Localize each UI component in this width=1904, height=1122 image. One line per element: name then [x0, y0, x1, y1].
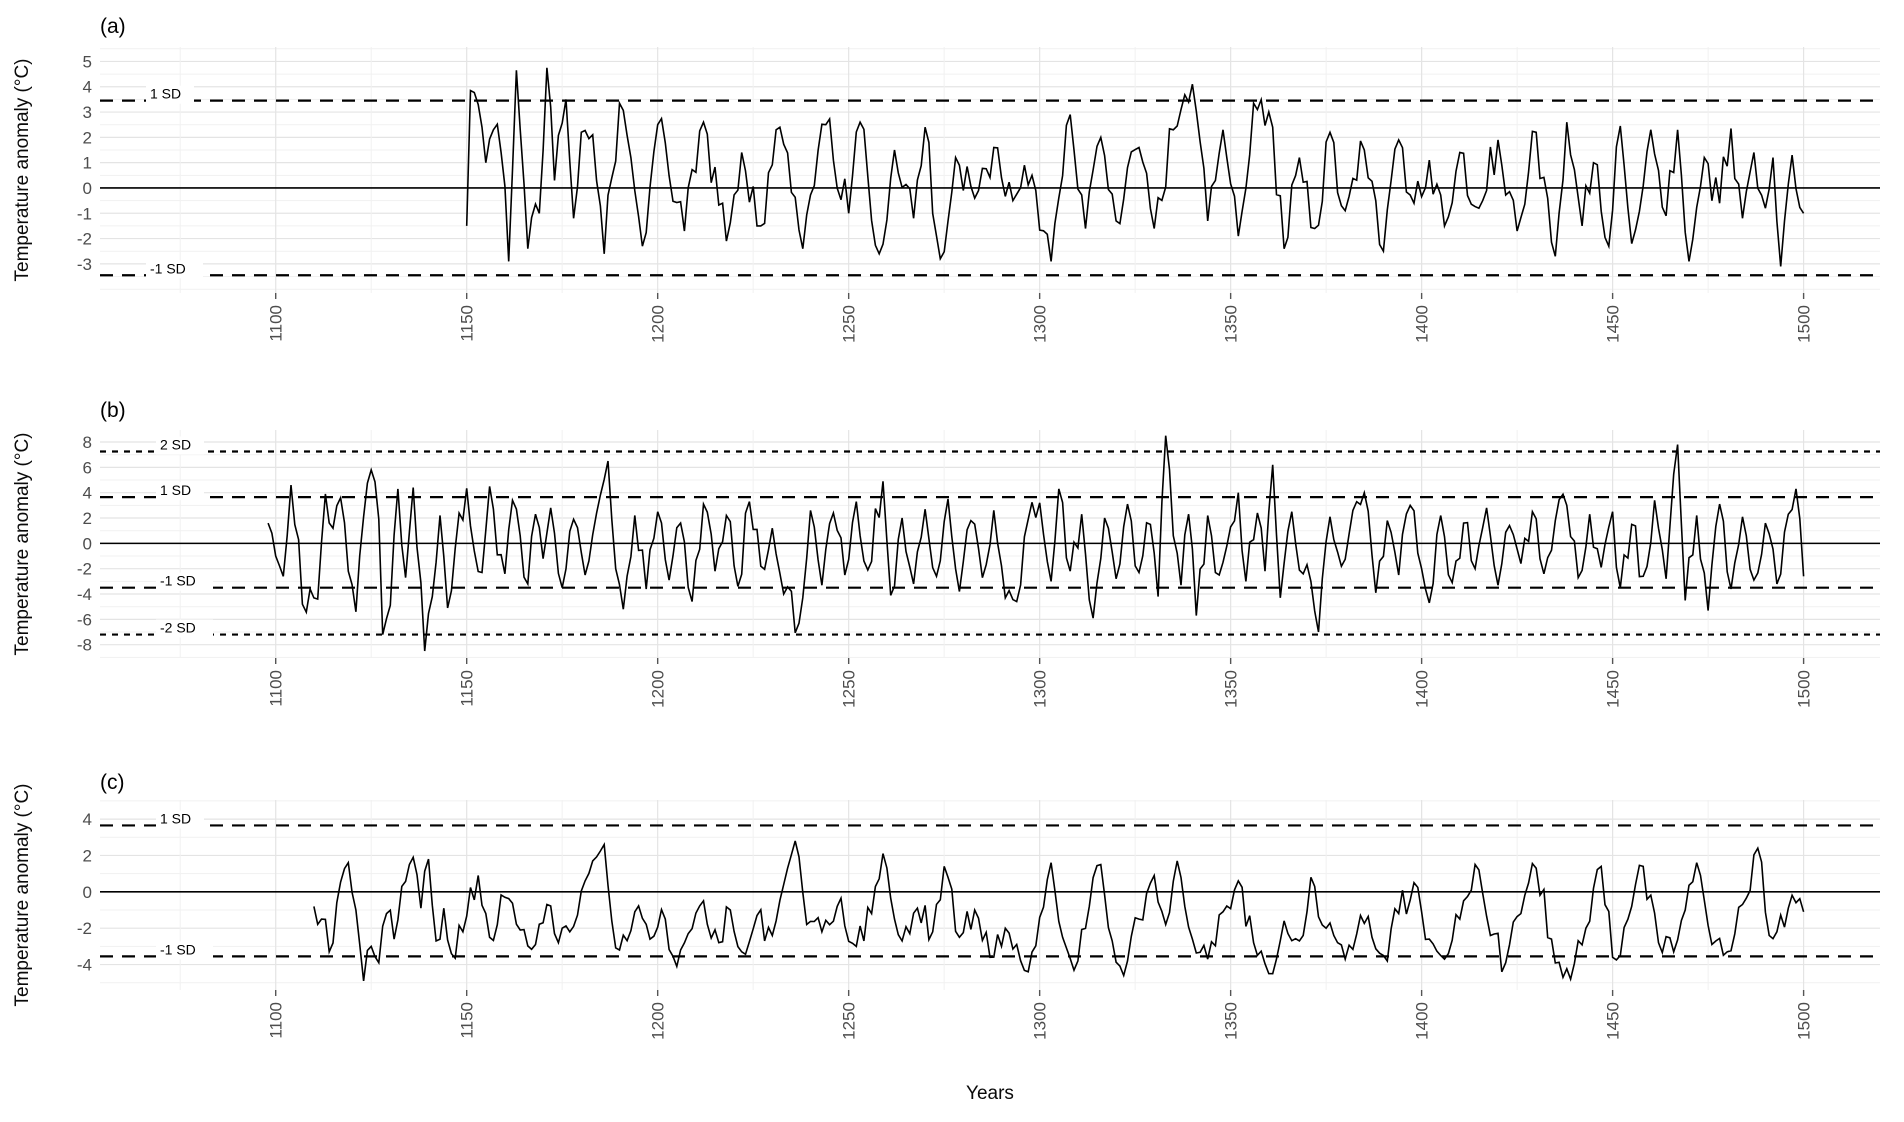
panel-b-x-tick-label: 1200	[649, 670, 668, 708]
panel-b-y-tick-label: 6	[83, 458, 92, 477]
panel-b-sd-label: -2 SD	[160, 620, 196, 636]
panel-a-x-tick-label: 1350	[1222, 305, 1241, 343]
panel-c-y-tick-label: -4	[77, 956, 92, 975]
panel-c-grid	[100, 800, 1880, 990]
panel-a-y-tick-label: -3	[77, 255, 92, 274]
chart-render-root: 1 SD -1 SD 5 4 3 2 1 0 -1 -2 -3 1100 1150 1200 1250 130…	[77, 47, 1880, 1040]
panel-c-x-tick-label: 1400	[1413, 1002, 1432, 1040]
sd-label-backing	[156, 572, 213, 591]
panel-b-x-tick-label: 1500	[1795, 670, 1814, 708]
sd-label-backing	[156, 810, 204, 829]
panel-b-x-tick-label: 1400	[1413, 670, 1432, 708]
panel-a-grid	[100, 47, 1880, 293]
panel-c-series-line	[313, 840, 1805, 982]
panel-c-x-tick-label: 1500	[1795, 1002, 1814, 1040]
panel-b-y-tick-label: -2	[77, 560, 92, 579]
panel-a-y-tick-label: 5	[83, 52, 92, 71]
panel-b-y-tick-label: 0	[83, 534, 92, 553]
panel-c-x-tick-label: 1100	[267, 1002, 286, 1039]
panel-a-x-tick-label: 1450	[1604, 305, 1623, 343]
panel-c-y-tick-label: 2	[83, 846, 92, 865]
sd-label-backing	[156, 436, 204, 455]
sd-label-backing	[146, 260, 203, 279]
panel-a-y-tick-label: 2	[83, 128, 92, 147]
panel-b-x-tick-label: 1250	[840, 670, 859, 708]
panel-c-chart: 1 SD -1 SD 4 2 0 -2 -4 1100 1150 1200 1250 1300 1350…	[77, 800, 1880, 1040]
panel-a-x-tick-label: 1250	[840, 305, 859, 343]
panel-b-y-tick-label: 8	[83, 433, 92, 452]
panel-b-sd-label: 1 SD	[160, 482, 191, 498]
panel-a-sd-label: -1 SD	[150, 260, 186, 276]
panel-c-y-tick-label: 4	[83, 810, 92, 829]
panel-a-title: (a)	[100, 15, 126, 38]
panel-c-x-tick-label: 1350	[1222, 1002, 1241, 1040]
panel-c-y-tick-label: 0	[83, 883, 92, 902]
panel-a-x-tick-label: 1400	[1413, 305, 1432, 343]
panel-c-y-tick-label: -2	[77, 919, 92, 938]
panel-a-chart: 1 SD -1 SD 5 4 3 2 1 0 -1 -2 -3 1100 1150 1200 1250 130…	[77, 47, 1880, 343]
panel-b-y-tick-label: 4	[83, 484, 92, 503]
panel-a-x-tick-label: 1150	[458, 305, 477, 342]
panel-a-y-axis-title: Temperature anomaly (°C)	[12, 58, 33, 281]
panel-c-sd-label: 1 SD	[160, 810, 191, 826]
panel-a-x-tick-label: 1500	[1795, 305, 1814, 343]
panel-a-y-tick-label: -2	[77, 230, 92, 249]
panel-c-sd-label: -1 SD	[160, 941, 196, 957]
panel-b-x-tick-label: 1300	[1031, 670, 1050, 708]
panel-b-y-axis-title: Temperature anomaly (°C)	[12, 432, 33, 655]
panel-b-y-tick-label: -8	[77, 636, 92, 655]
panel-b-x-tick-label: 1350	[1222, 670, 1241, 708]
panel-b-y-tick-label: 2	[83, 509, 92, 528]
panel-b-x-tick-label: 1150	[458, 670, 477, 707]
sd-label-backing	[156, 619, 213, 638]
panel-a-x-tick-label: 1300	[1031, 305, 1050, 343]
panel-b-sd-label: 2 SD	[160, 437, 191, 453]
panel-b-series-line	[267, 435, 1805, 652]
panel-a-y-tick-label: 1	[83, 154, 92, 173]
panel-c-x-tick-label: 1300	[1031, 1002, 1050, 1040]
panel-a-sd-label: 1 SD	[150, 86, 181, 102]
panel-c-x-tick-label: 1150	[458, 1002, 477, 1039]
panel-b-x-tick-label: 1450	[1604, 670, 1623, 708]
panel-b-title: (b)	[100, 399, 126, 422]
panel-b-y-tick-label: -4	[77, 585, 92, 604]
panel-b-chart: 2 SD 1 SD -1 SD -2 SD 8 6 4 2 0 -2 -4 -6 -8 1100 1150 1…	[77, 430, 1880, 708]
sd-label-backing	[156, 482, 204, 501]
panel-c-title: (c)	[100, 771, 125, 794]
panel-c-y-axis-title: Temperature anomaly (°C)	[12, 783, 33, 1006]
panel-b-sd-label: -1 SD	[160, 573, 196, 589]
panel-a-series-line	[465, 67, 1805, 267]
panel-a-y-tick-label: -1	[77, 204, 92, 223]
sd-label-backing	[146, 85, 194, 104]
panel-a-x-tick-label: 1100	[267, 305, 286, 342]
panel-a-y-tick-label: 0	[83, 179, 92, 198]
x-axis-title: Years	[966, 1083, 1014, 1104]
panel-c-x-tick-label: 1200	[649, 1002, 668, 1040]
panel-b-y-tick-label: -6	[77, 610, 92, 629]
panel-a-x-tick-label: 1200	[649, 305, 668, 343]
panel-c-x-tick-label: 1250	[840, 1002, 859, 1040]
panel-b-x-tick-label: 1100	[267, 670, 286, 707]
panel-a-y-tick-label: 3	[83, 103, 92, 122]
sd-label-backing	[156, 941, 213, 960]
panel-a-y-tick-label: 4	[83, 78, 92, 97]
panel-c-x-tick-label: 1450	[1604, 1002, 1623, 1040]
